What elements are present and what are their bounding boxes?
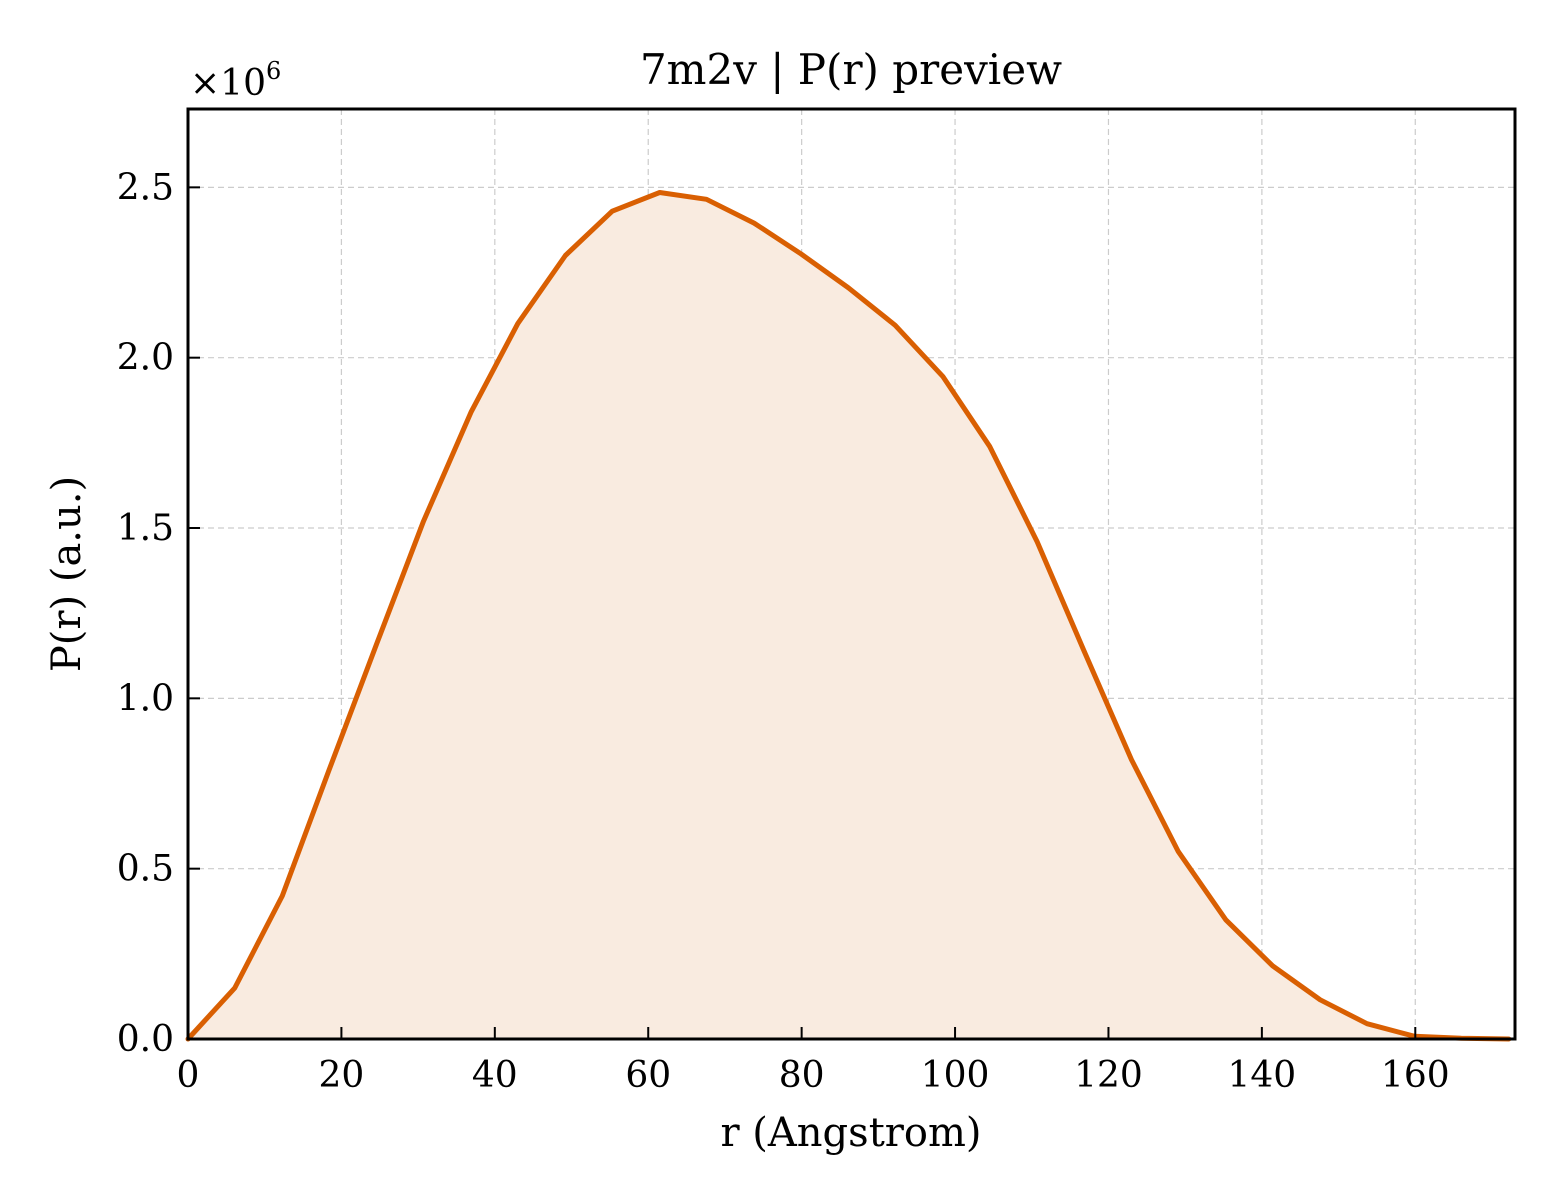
x-tick-label: 40 — [472, 1055, 518, 1096]
y-tick-label: 1.5 — [117, 508, 174, 549]
y-tick-label: 1.0 — [117, 678, 174, 719]
series-line-layer — [185, 190, 1512, 1042]
x-tick-label: 100 — [921, 1055, 990, 1096]
y-multiplier-base: ×10 — [190, 63, 266, 104]
area-fill-layer — [188, 192, 1509, 1039]
y-multiplier-label: ×106 — [190, 57, 281, 104]
plot-frame — [186, 107, 1517, 1041]
chart-title: 7m2v | P(r) preview — [640, 45, 1062, 94]
y-tick-label: 0.0 — [117, 1019, 174, 1060]
x-tick-label: 120 — [1074, 1055, 1143, 1096]
pr-series-line — [185, 190, 1512, 1042]
x-tick-label: 20 — [319, 1055, 365, 1096]
x-tick-label: 160 — [1381, 1055, 1450, 1096]
y-tick-label: 2.0 — [117, 338, 174, 379]
y-tick-label: 2.5 — [117, 167, 174, 208]
x-tick-label: 80 — [779, 1055, 825, 1096]
x-tick-label: 60 — [625, 1055, 671, 1096]
y-tick-label: 0.5 — [117, 849, 174, 890]
pr-area-fill — [188, 192, 1509, 1039]
tick-layer: 0 20 40 60 80 100 120 140 160 0.0 0.5 1.0 1.5 2.0 2.5 — [117, 167, 1450, 1096]
y-multiplier-exponent: 6 — [266, 57, 281, 85]
y-axis-label: P(r) (a.u.) — [44, 476, 90, 672]
x-axis-label: r (Angstrom) — [720, 1110, 981, 1156]
x-tick-label: 140 — [1228, 1055, 1297, 1096]
x-tick-label: 0 — [177, 1055, 200, 1096]
